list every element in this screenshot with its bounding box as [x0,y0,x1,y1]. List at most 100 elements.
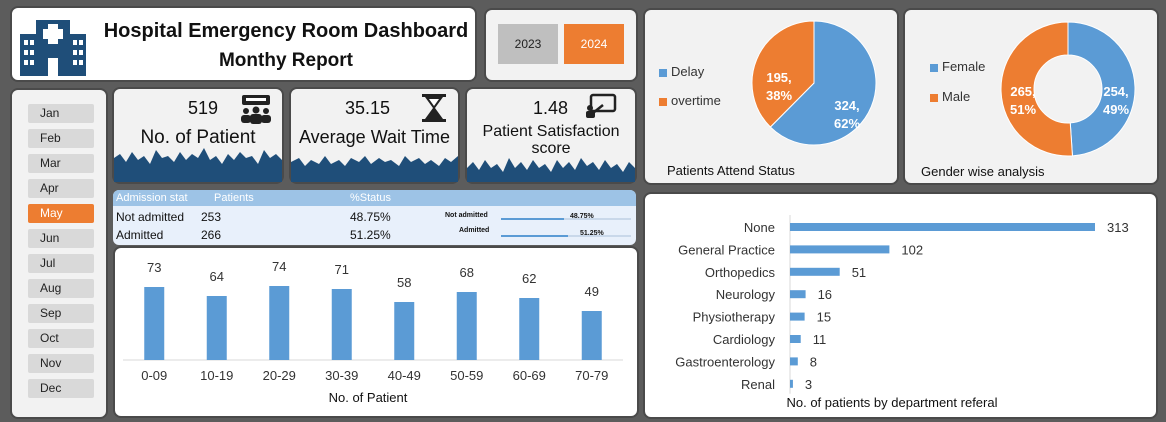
slice-label-pct: 51% [1010,102,1036,117]
kpi-card-patients: 519 No. of Patient [112,87,284,184]
hourglass-icon [422,94,446,122]
bar-label: Not admitted [445,212,488,219]
slice-label-value: 254, [1103,84,1128,99]
department-referral-panel: None 313 General Practice 102 Orthopedics 51 N… [643,192,1158,419]
data-label: 51 [852,265,866,280]
patients-icon [241,95,271,124]
category-label: Neurology [716,287,776,302]
x-axis-label: No. of Patient [329,390,408,405]
tick-label: 60-69 [513,368,546,383]
bar [790,245,890,254]
tick-label: 40-49 [388,368,421,383]
data-label: 3 [805,377,812,392]
slice-label-pct: 49% [1103,102,1129,117]
data-label: 71 [335,262,349,277]
data-label: 62 [522,271,536,286]
month-button-jun[interactable]: Jun [28,229,94,248]
month-button-mar[interactable]: Mar [28,154,94,173]
gender-donut: 254, 49% 265, 51% [1000,21,1136,157]
bar [206,296,227,360]
attend-status-pie: 324, 62% 195, 38% [751,20,877,146]
bar-label: Admitted [459,227,490,234]
month-button-sep[interactable]: Sep [28,304,94,323]
chart-caption: Patients Attend Status [667,163,795,178]
legend-label: Male [942,89,971,104]
month-button-may[interactable]: May [28,204,94,223]
table-cell-status: Not admitted [116,210,185,224]
month-button-apr[interactable]: Apr [28,179,94,198]
month-button-jan[interactable]: Jan [28,104,94,123]
year-button-2024[interactable]: 2024 [564,24,624,64]
age-group-bar-chart: 73 0-09 64 10-19 74 20-29 71 30-39 58 40-49 68 50-5… [123,259,623,405]
gender-analysis-panel: Female Male 254, 49% 265, 51% Gender wise a… [903,8,1159,185]
kpi-label: No. of Patient [140,127,256,148]
department-referral-bar-chart: None 313 General Practice 102 Orthopedics 51 N… [675,215,1129,410]
tick-label: 50-59 [450,368,483,383]
data-label: 16 [818,287,832,302]
kpi-value: 519 [188,98,219,118]
tick-label: 10-19 [200,368,233,383]
tick-label: 0-09 [141,368,167,383]
month-button-jul[interactable]: Jul [28,254,94,273]
slice-label-pct: 38% [766,88,792,103]
slice-label-value: 324, [834,98,859,113]
wait-time-sparkline [291,156,458,182]
month-button-nov[interactable]: Nov [28,354,94,373]
table-cell-patients: 253 [201,210,222,224]
bar [144,287,165,360]
month-button-dec[interactable]: Dec [28,379,94,398]
table-cell-pct: 51.25% [350,228,391,242]
column-header: Patients [214,192,254,204]
data-label: 58 [397,275,411,290]
bar [790,290,806,299]
kpi-value: 35.15 [345,98,391,118]
table-cell-patients: 266 [201,228,222,242]
bar-value: 51.25% [580,230,604,237]
data-label: 73 [147,260,161,275]
bar [519,298,540,360]
month-button-aug[interactable]: Aug [28,279,94,298]
tick-label: 20-29 [263,368,296,383]
table-cell-pct: 48.75% [350,210,391,224]
bar [269,286,290,360]
data-label: 313 [1107,220,1129,235]
legend-label: Delay [671,64,705,79]
satisfaction-icon [586,93,617,118]
data-label: 68 [460,265,474,280]
dashboard-title: Hospital Emergency Room Dashboard [103,20,469,42]
legend-swatch-male [930,94,938,102]
bar [790,223,1095,231]
kpi-label: Average Wait Time [298,127,451,147]
slice-label-pct: 62% [834,116,860,131]
table-header [113,190,636,206]
table-cell-status: Admitted [116,228,164,242]
dashboard-subtitle: Monthy Report [218,50,354,71]
data-label: 64 [210,269,224,284]
tick-label: 30-39 [325,368,358,383]
legend-swatch-female [930,64,938,72]
month-button-oct[interactable]: Oct [28,329,94,348]
year-slicer: 2023 2024 [484,8,638,82]
status-bar [501,218,564,220]
data-label: 15 [817,310,831,325]
hospital-icon [20,20,86,76]
category-label: None [744,220,775,235]
column-header: Admission stat [116,192,188,204]
month-button-feb[interactable]: Feb [28,129,94,148]
attend-status-panel: Delay overtime 324, 62% 195, 38% Patients A… [643,8,899,185]
legend-swatch-overtime [659,98,667,106]
slice-label-value: 265, [1010,84,1035,99]
kpi-label: Patient Satisfaction score [482,123,620,157]
year-button-2023[interactable]: 2023 [498,24,558,64]
pie-slice [751,20,815,128]
category-label: Gastroenterology [675,354,775,369]
data-label: 49 [585,284,599,299]
legend-label: Female [942,59,986,74]
bar [790,267,840,276]
bar-value: 48.75% [570,213,594,220]
data-label: 74 [272,259,286,274]
legend-label: overtime [671,93,721,108]
bar [394,302,415,360]
age-group-chart-panel: 73 0-09 64 10-19 74 20-29 71 30-39 58 40-49 68 50-5… [113,246,639,418]
bar [331,289,352,360]
